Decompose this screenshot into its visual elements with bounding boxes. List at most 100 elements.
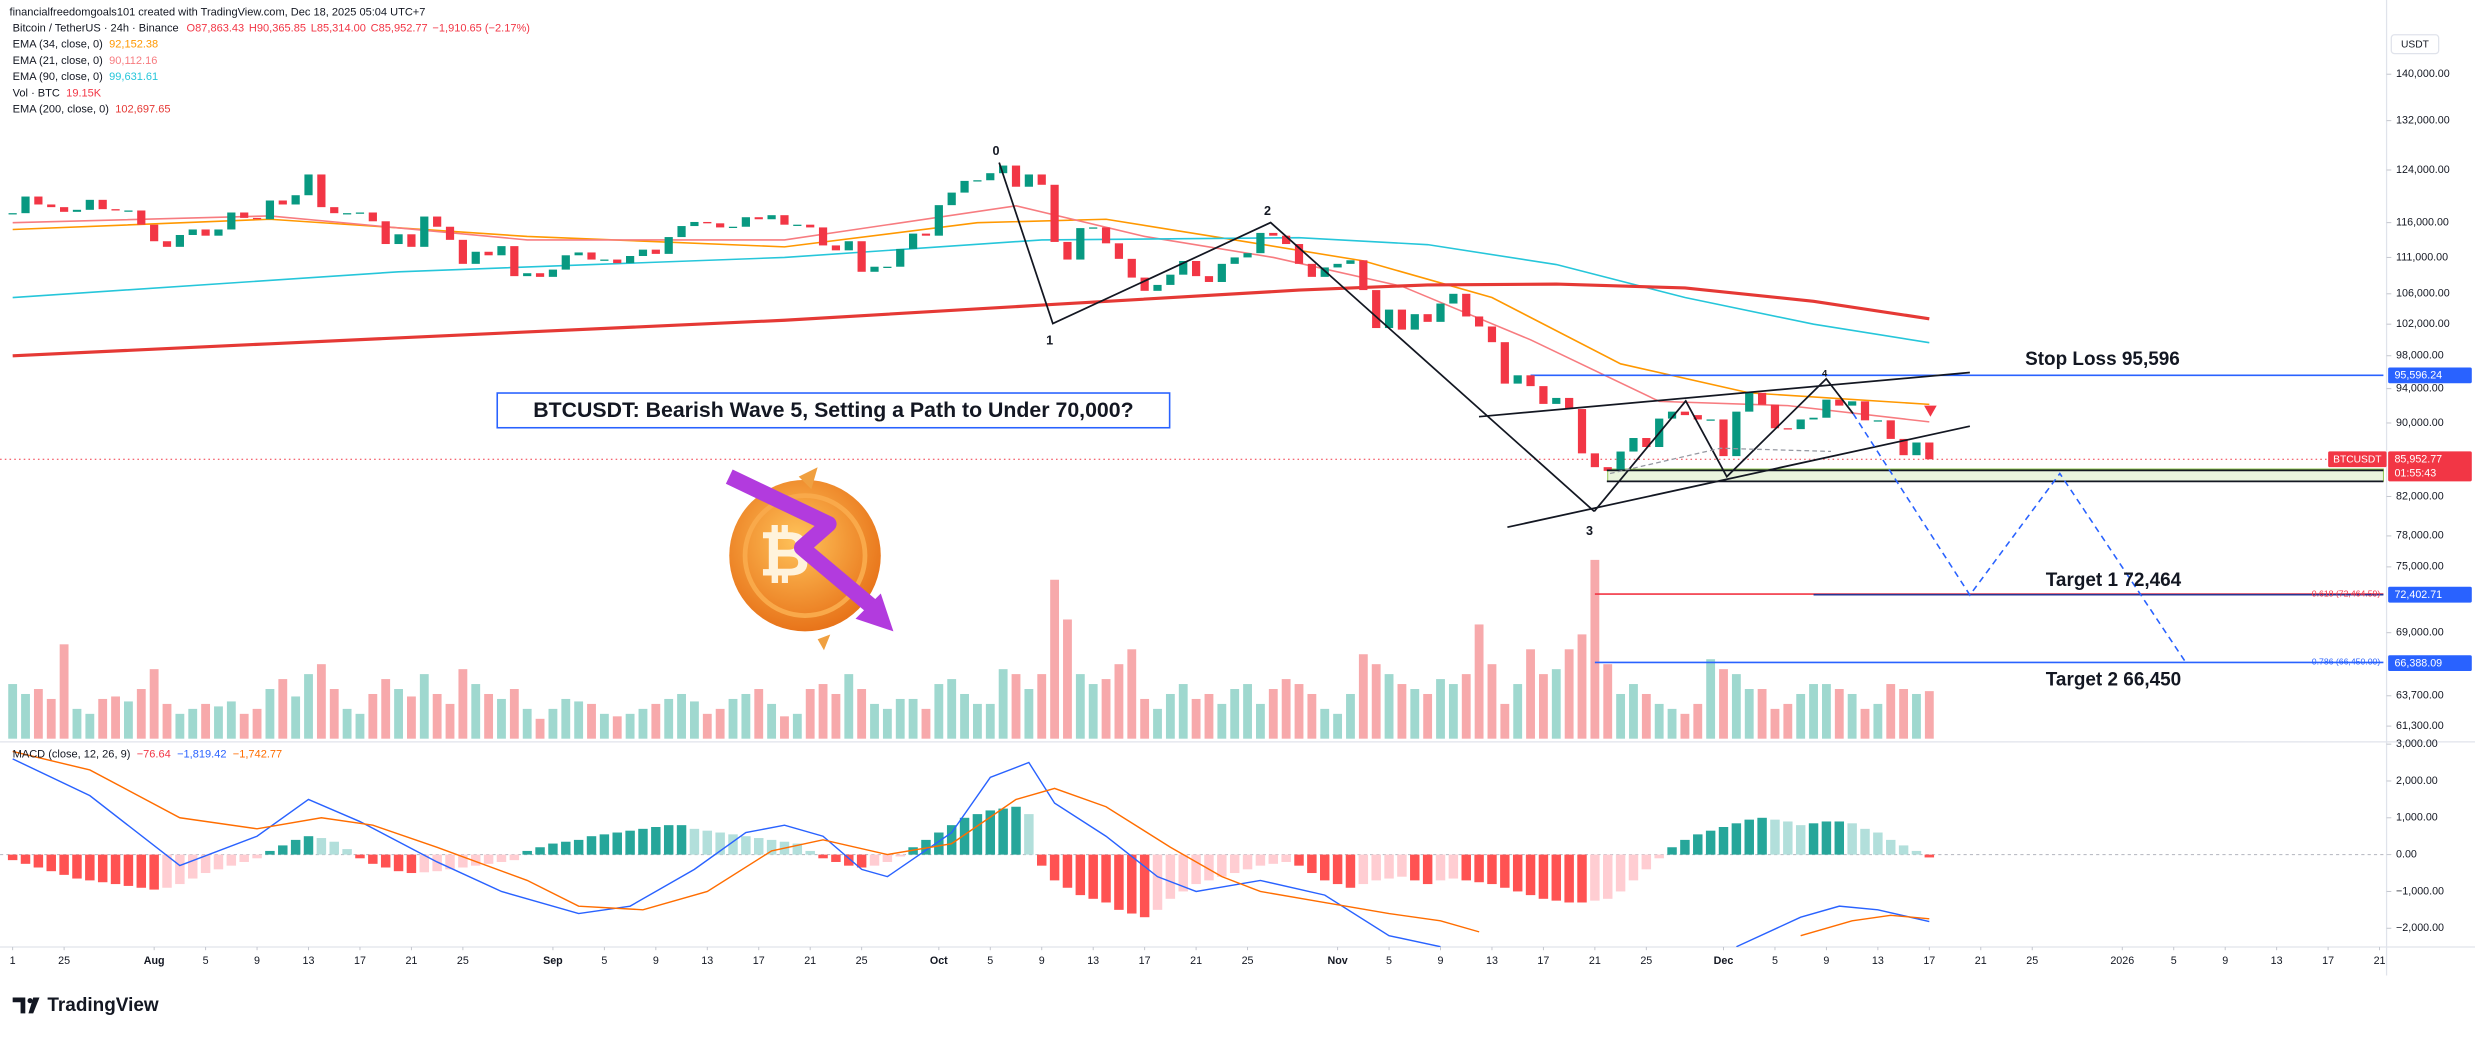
price-tag-label: 85,952.77 bbox=[2394, 454, 2442, 466]
x-tick-label: 9 bbox=[1039, 955, 1045, 967]
candle bbox=[471, 251, 480, 264]
macd-histogram-bar bbox=[869, 854, 880, 866]
volume-bar bbox=[831, 693, 841, 739]
candle bbox=[252, 217, 262, 220]
y-tick-label: 69,000.00 bbox=[2396, 627, 2444, 639]
volume-bar bbox=[664, 698, 674, 739]
volume-bar bbox=[1667, 708, 1677, 739]
volume-bar bbox=[265, 689, 275, 739]
macd-histogram-bar bbox=[676, 825, 687, 855]
candle bbox=[1590, 453, 1599, 468]
volume-bar bbox=[85, 713, 95, 739]
candle bbox=[625, 256, 635, 264]
legend-value: 99,631.61 bbox=[109, 71, 158, 83]
volume-bar bbox=[1924, 691, 1934, 739]
candle bbox=[793, 224, 802, 226]
macd-histogram-bar bbox=[1320, 854, 1330, 881]
volume-bar bbox=[201, 703, 211, 739]
x-tick-label: Aug bbox=[144, 955, 165, 967]
macd-histogram-bar bbox=[1088, 854, 1098, 899]
y-tick-label: 61,300.00 bbox=[2396, 720, 2444, 732]
volume-bar bbox=[1294, 684, 1304, 739]
volume-bar bbox=[1847, 693, 1857, 739]
macd-histogram-bar bbox=[33, 854, 44, 868]
candle bbox=[638, 249, 648, 257]
brand-logo bbox=[12, 997, 40, 1014]
macd-histogram-bar bbox=[1783, 821, 1793, 855]
macd-histogram-bar bbox=[1834, 821, 1845, 855]
legend-name: EMA (34, close, 0) bbox=[13, 39, 103, 51]
countdown: 01:55:43 bbox=[2394, 467, 2436, 479]
macd-histogram-bar bbox=[1628, 854, 1639, 881]
candle bbox=[330, 207, 339, 214]
candle bbox=[484, 251, 493, 256]
x-tick-label: 13 bbox=[1872, 955, 1884, 967]
candle bbox=[1577, 409, 1587, 454]
wave-drawing bbox=[998, 162, 2384, 529]
volume-bar bbox=[1204, 693, 1214, 739]
legend-name: EMA (90, close, 0) bbox=[13, 71, 103, 83]
volume-bar bbox=[33, 689, 43, 739]
candle bbox=[124, 210, 133, 212]
macd-histogram-bar bbox=[7, 854, 18, 861]
volume-bar bbox=[1333, 713, 1343, 739]
volume-bar bbox=[1358, 654, 1368, 739]
macd-histogram-bar bbox=[1487, 854, 1497, 885]
candle bbox=[278, 200, 287, 205]
legend-entry: Vol · BTC 19.15K bbox=[13, 87, 102, 99]
candle bbox=[1410, 314, 1419, 330]
macd-histogram-bar bbox=[805, 850, 815, 855]
macd-histogram-bar bbox=[561, 841, 571, 855]
price-tag-label: 72,402.71 bbox=[2394, 589, 2442, 601]
candle bbox=[1436, 303, 1445, 322]
macd-line bbox=[12, 758, 1441, 948]
macd-histogram-bar bbox=[1011, 806, 1021, 855]
volume-bar bbox=[329, 689, 339, 739]
macd-pane bbox=[0, 750, 2384, 948]
candle bbox=[201, 229, 210, 236]
volume-bar bbox=[419, 674, 429, 739]
volume-bar bbox=[677, 693, 686, 739]
candle bbox=[1912, 442, 1921, 456]
volume-bar bbox=[471, 684, 481, 739]
macd-histogram-bar bbox=[1525, 854, 1536, 896]
candle bbox=[240, 212, 249, 218]
candle bbox=[85, 199, 94, 210]
x-tick-label: 17 bbox=[1923, 955, 1935, 967]
ema-line bbox=[12, 282, 1930, 358]
macd-histogram-bar bbox=[1512, 854, 1523, 892]
bitcoin-illustration: ₿ bbox=[725, 467, 894, 651]
volume-bar bbox=[1024, 689, 1034, 739]
y-tick-label: 132,000.00 bbox=[2396, 114, 2450, 126]
candle bbox=[1333, 263, 1342, 268]
volume-bar bbox=[1706, 659, 1716, 739]
candle bbox=[1153, 284, 1162, 291]
macd-histogram-bar bbox=[1680, 839, 1690, 855]
volume-bar bbox=[921, 708, 931, 739]
macd-histogram-bar bbox=[586, 836, 597, 855]
candle bbox=[1076, 228, 1085, 260]
volume-bar bbox=[1075, 674, 1085, 739]
volume-bar bbox=[934, 684, 944, 739]
volume-bar bbox=[1384, 674, 1394, 739]
macd-histogram-bar bbox=[1217, 854, 1227, 877]
macd-histogram-bar bbox=[1152, 854, 1163, 910]
legend-entry: EMA (21, close, 0) 90,112.16 bbox=[13, 55, 158, 67]
candle bbox=[381, 221, 390, 245]
volume-bar bbox=[278, 679, 288, 739]
brand: TradingView bbox=[47, 995, 158, 1016]
volume-bar bbox=[1912, 693, 1921, 739]
fib-label: 0.618 (72,464.59) bbox=[2312, 588, 2381, 598]
macd-histogram-bar bbox=[393, 854, 404, 872]
macd-histogram-bar bbox=[1062, 854, 1073, 888]
macd-histogram-bar bbox=[136, 854, 147, 888]
volume-bar bbox=[381, 679, 391, 739]
candle bbox=[8, 213, 17, 215]
macd-histogram-bar bbox=[1757, 817, 1767, 855]
macd-histogram-bar bbox=[908, 847, 918, 855]
macd-histogram-bar bbox=[329, 841, 339, 855]
volume-bar bbox=[149, 669, 159, 739]
candle bbox=[780, 215, 789, 225]
macd-histogram-bar bbox=[663, 825, 674, 855]
y-tick-label: 98,000.00 bbox=[2396, 350, 2444, 362]
